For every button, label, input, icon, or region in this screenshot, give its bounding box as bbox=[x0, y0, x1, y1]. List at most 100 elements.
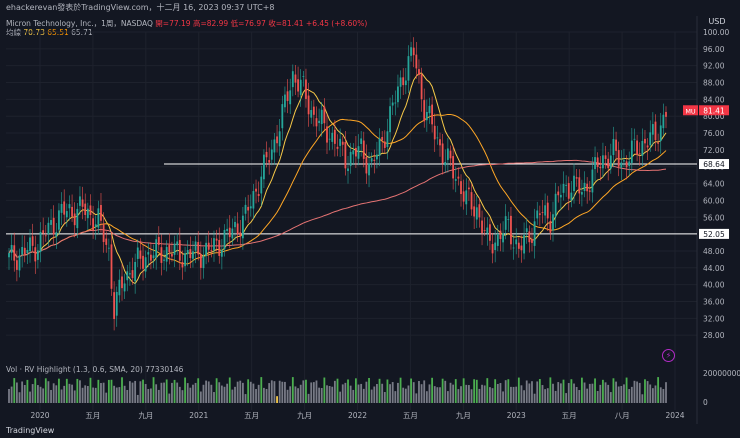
candle-body bbox=[604, 155, 607, 159]
volume-bar bbox=[152, 377, 155, 403]
volume-bar bbox=[100, 383, 102, 403]
volume-bar bbox=[118, 387, 121, 403]
volume-bar bbox=[570, 379, 573, 403]
volume-bar bbox=[323, 377, 326, 403]
candle-body bbox=[71, 206, 73, 217]
candle-body bbox=[360, 138, 363, 144]
candle-body bbox=[654, 121, 657, 141]
candle-body bbox=[31, 236, 34, 246]
volume-bar bbox=[415, 393, 418, 403]
candle-body bbox=[483, 230, 486, 231]
ohlc-high: 高=82.99 bbox=[192, 19, 229, 28]
time-tick-label: 五月 bbox=[85, 411, 100, 420]
candle-body bbox=[402, 77, 405, 86]
volume-bar bbox=[575, 386, 578, 403]
price-tick-label: 60.00 bbox=[703, 196, 725, 205]
volume-bar bbox=[394, 391, 397, 403]
candle-body bbox=[628, 161, 631, 167]
candle-body bbox=[646, 145, 649, 148]
volume-bar bbox=[665, 382, 667, 403]
volume-bar bbox=[496, 383, 499, 403]
candle-body bbox=[123, 283, 126, 292]
candle-body bbox=[128, 273, 131, 275]
price-tick-label: 36.00 bbox=[703, 297, 725, 306]
volume-bar bbox=[176, 382, 179, 403]
volume-bar bbox=[52, 383, 55, 403]
candle-body bbox=[113, 292, 116, 320]
volume-bar bbox=[13, 378, 16, 403]
candle-body bbox=[52, 217, 55, 235]
candle-body bbox=[276, 136, 278, 144]
volume-bar bbox=[428, 384, 431, 403]
sma-mid-line bbox=[8, 113, 667, 265]
candle-body bbox=[189, 249, 192, 259]
candle-body bbox=[449, 150, 452, 159]
volume-bar bbox=[628, 389, 631, 403]
volume-bar bbox=[452, 384, 455, 403]
volume-bar bbox=[94, 387, 97, 403]
volume-bar bbox=[84, 385, 87, 403]
candle-body bbox=[520, 245, 523, 251]
volume-bar bbox=[92, 387, 94, 403]
volume-bar bbox=[150, 388, 152, 403]
volume-bar bbox=[370, 389, 373, 403]
candle-body bbox=[365, 156, 368, 174]
volume-bar bbox=[63, 385, 66, 403]
price-tick-label: 100.00 bbox=[703, 28, 729, 37]
volume-bar bbox=[462, 378, 465, 403]
candle-body bbox=[136, 247, 139, 259]
candle-body bbox=[415, 54, 418, 69]
candle-body bbox=[620, 162, 623, 168]
lightning-icon[interactable]: ⚡ bbox=[662, 349, 675, 362]
candle-body bbox=[470, 192, 473, 210]
candle-body bbox=[649, 132, 652, 146]
volume-bar bbox=[102, 382, 105, 403]
time-tick-label: 五月 bbox=[403, 411, 418, 420]
volume-bar bbox=[641, 394, 644, 403]
ohlc-low: 低=76.97 bbox=[230, 19, 266, 28]
volume-bar bbox=[47, 381, 50, 403]
candle-body bbox=[102, 224, 105, 242]
volume-bar bbox=[418, 381, 420, 403]
candle-body bbox=[215, 238, 218, 241]
volume-bar bbox=[226, 383, 229, 403]
volume-bar bbox=[231, 389, 234, 403]
volume-bar bbox=[79, 380, 81, 403]
candle-body bbox=[607, 158, 610, 169]
candle-body bbox=[263, 154, 265, 180]
volume-bar bbox=[294, 386, 297, 403]
candle-body bbox=[591, 169, 594, 193]
volume-bar bbox=[633, 380, 636, 403]
candle-body bbox=[383, 141, 386, 148]
candle-body bbox=[339, 138, 342, 146]
candle-body bbox=[517, 242, 520, 249]
volume-bar bbox=[433, 386, 436, 403]
volume-bar bbox=[202, 384, 205, 403]
candle-body bbox=[289, 90, 292, 105]
candle-body bbox=[207, 242, 210, 250]
price-tick-label: 84.00 bbox=[703, 95, 725, 104]
candle-body bbox=[34, 247, 37, 262]
candle-body bbox=[609, 155, 612, 169]
candle-body bbox=[318, 120, 321, 124]
volume-bar bbox=[260, 377, 263, 403]
volume-bar bbox=[478, 388, 481, 403]
volume-bar bbox=[341, 384, 344, 403]
volume-bar bbox=[420, 384, 423, 403]
volume-bar bbox=[299, 384, 302, 403]
volume-bar bbox=[68, 383, 71, 403]
candle-body bbox=[362, 140, 365, 159]
candle-body bbox=[236, 223, 239, 235]
volume-bar bbox=[139, 381, 142, 403]
volume-bar bbox=[44, 378, 47, 403]
currency-selector[interactable]: USD bbox=[708, 17, 726, 26]
volume-bar bbox=[34, 378, 37, 403]
price-tick-label: 28.00 bbox=[703, 331, 725, 340]
volume-bar bbox=[599, 384, 602, 403]
candle-body bbox=[60, 203, 63, 213]
candle-body bbox=[205, 242, 207, 256]
candle-body bbox=[94, 224, 97, 228]
candle-body bbox=[239, 232, 242, 237]
candle-body bbox=[121, 276, 123, 289]
